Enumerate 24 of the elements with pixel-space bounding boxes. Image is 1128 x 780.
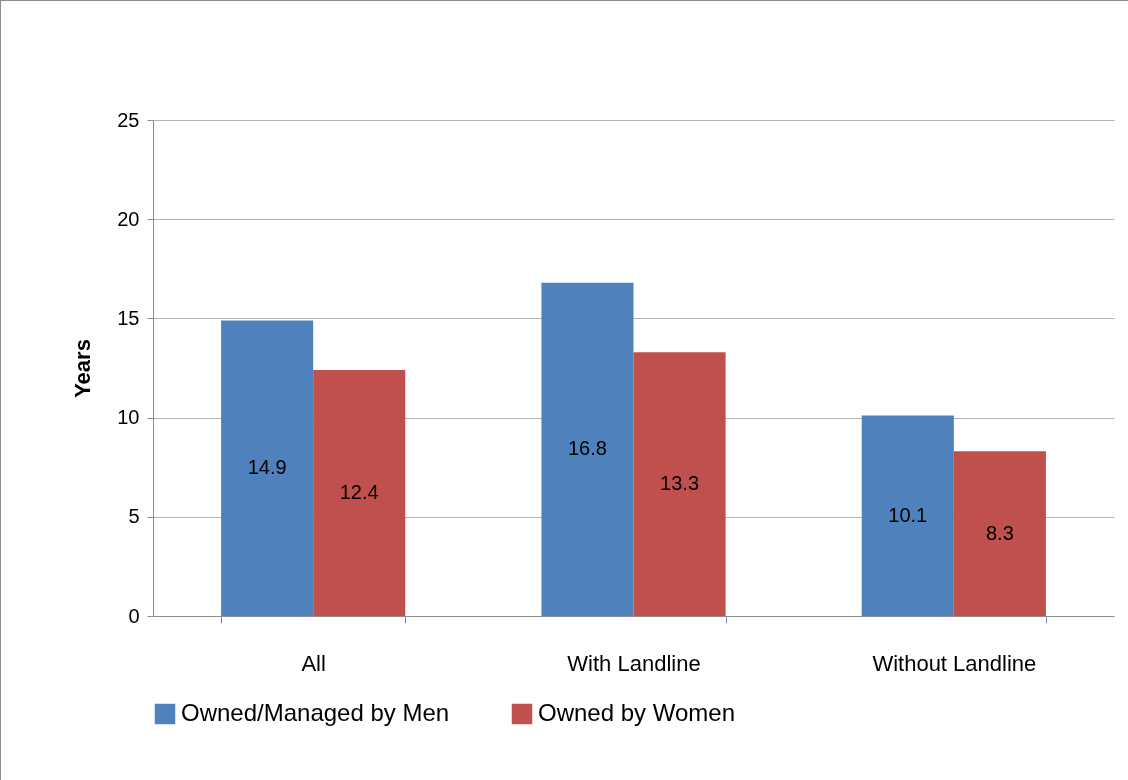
y-tick-label: 25 bbox=[117, 108, 140, 131]
data-label: 13.3 bbox=[660, 472, 700, 495]
y-tick-label: 20 bbox=[117, 207, 140, 230]
y-tick-label: 15 bbox=[117, 306, 140, 329]
data-label: 16.8 bbox=[567, 437, 607, 460]
x-tick-label: Without Landline bbox=[872, 650, 1037, 676]
y-tick-label: 5 bbox=[128, 505, 140, 528]
y-axis-title: Years bbox=[70, 339, 96, 398]
x-tick-label: With Landline bbox=[567, 650, 701, 676]
bar bbox=[633, 352, 726, 616]
y-tick-label: 10 bbox=[117, 406, 140, 429]
data-label: 14.9 bbox=[247, 456, 287, 479]
x-tick-label: All bbox=[301, 650, 326, 676]
bar bbox=[953, 451, 1046, 616]
bar bbox=[861, 415, 954, 616]
legend-label: Owned by Women bbox=[538, 699, 735, 726]
y-tick-label: 0 bbox=[128, 604, 140, 627]
bar bbox=[313, 369, 406, 616]
legend-label: Owned/Managed by Men bbox=[181, 699, 450, 726]
data-label: 8.3 bbox=[985, 521, 1014, 544]
bar bbox=[541, 282, 634, 616]
bar bbox=[221, 320, 314, 616]
data-label: 10.1 bbox=[888, 503, 928, 526]
data-label: 12.4 bbox=[339, 480, 379, 503]
